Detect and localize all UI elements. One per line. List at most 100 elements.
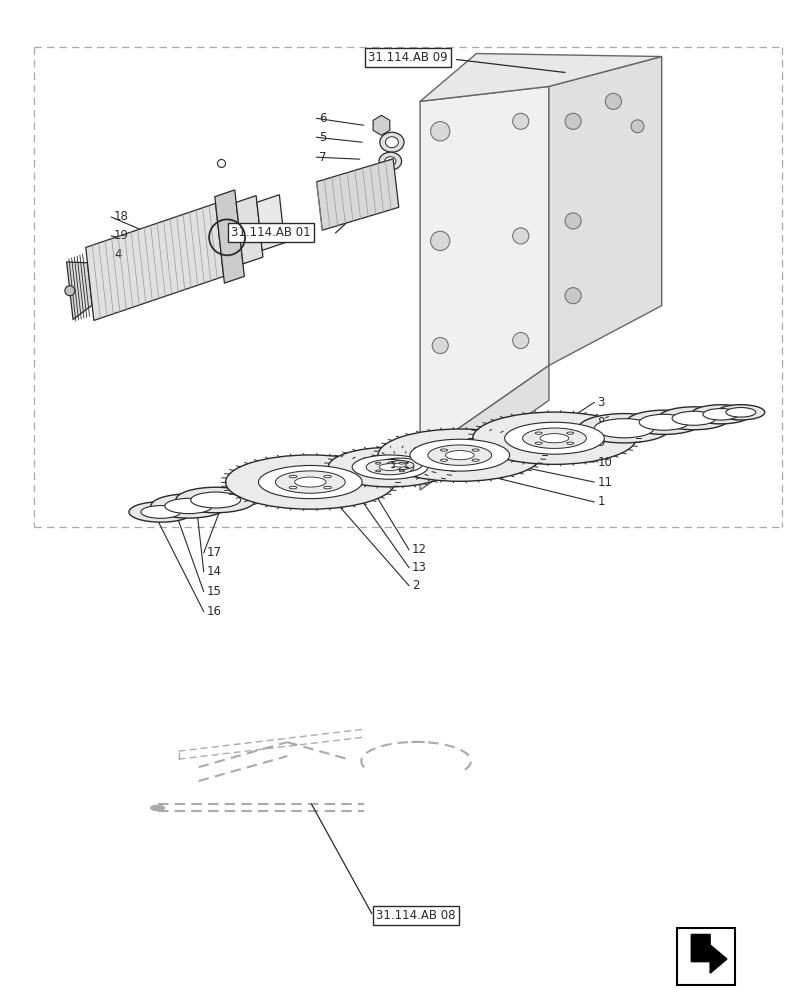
Ellipse shape (535, 432, 542, 434)
Ellipse shape (566, 442, 574, 444)
Text: 14: 14 (207, 565, 221, 578)
Text: 15: 15 (207, 585, 221, 598)
Ellipse shape (523, 428, 587, 448)
Text: 7: 7 (319, 151, 327, 164)
Circle shape (513, 332, 528, 349)
Ellipse shape (639, 414, 689, 430)
Ellipse shape (289, 475, 297, 478)
Ellipse shape (399, 470, 405, 472)
Ellipse shape (385, 157, 396, 166)
Polygon shape (236, 196, 263, 264)
Circle shape (432, 337, 448, 354)
Circle shape (565, 213, 581, 229)
Text: 10: 10 (597, 456, 612, 469)
Ellipse shape (225, 455, 395, 509)
Ellipse shape (378, 458, 422, 472)
Ellipse shape (380, 132, 404, 152)
Ellipse shape (672, 411, 716, 425)
Ellipse shape (386, 461, 414, 470)
Ellipse shape (626, 410, 702, 434)
Ellipse shape (352, 455, 428, 479)
Text: 31.114.AB 08: 31.114.AB 08 (377, 909, 456, 922)
Text: 13: 13 (412, 561, 427, 574)
Ellipse shape (366, 459, 414, 475)
Ellipse shape (535, 442, 542, 444)
Text: 3: 3 (597, 396, 604, 409)
Ellipse shape (595, 419, 654, 438)
Ellipse shape (376, 470, 381, 472)
Text: 11: 11 (597, 476, 612, 489)
Ellipse shape (566, 432, 574, 434)
Ellipse shape (691, 405, 751, 424)
Text: 6: 6 (319, 112, 327, 125)
Polygon shape (66, 262, 92, 320)
Text: 19: 19 (114, 229, 129, 242)
Circle shape (605, 93, 621, 109)
Polygon shape (373, 115, 389, 135)
Ellipse shape (445, 451, 474, 460)
Text: 31.114.AB 09: 31.114.AB 09 (368, 51, 448, 64)
Ellipse shape (324, 486, 331, 489)
Text: 16: 16 (207, 605, 221, 618)
Ellipse shape (165, 498, 213, 514)
Polygon shape (420, 86, 549, 455)
Text: 12: 12 (412, 543, 427, 556)
Ellipse shape (191, 492, 241, 508)
Text: 9: 9 (597, 436, 604, 449)
Polygon shape (257, 195, 284, 250)
Ellipse shape (378, 429, 541, 481)
Ellipse shape (393, 463, 406, 467)
Ellipse shape (440, 449, 448, 451)
Ellipse shape (579, 414, 670, 443)
Ellipse shape (472, 459, 479, 461)
Ellipse shape (150, 805, 165, 811)
Text: 2: 2 (412, 579, 419, 592)
Ellipse shape (289, 486, 297, 489)
Polygon shape (86, 203, 224, 320)
Ellipse shape (276, 471, 345, 493)
Ellipse shape (141, 506, 181, 518)
Circle shape (631, 120, 644, 133)
Bar (677, 928, 734, 985)
Ellipse shape (362, 453, 438, 477)
Ellipse shape (717, 405, 764, 420)
Ellipse shape (473, 412, 636, 464)
Ellipse shape (659, 407, 730, 430)
Polygon shape (317, 159, 399, 230)
Ellipse shape (726, 408, 755, 417)
Circle shape (565, 288, 581, 304)
Ellipse shape (440, 459, 448, 461)
Text: 18: 18 (114, 210, 129, 223)
Ellipse shape (472, 449, 479, 451)
Ellipse shape (428, 445, 492, 465)
Circle shape (431, 122, 450, 141)
Circle shape (513, 113, 528, 129)
Ellipse shape (151, 494, 226, 518)
Circle shape (513, 228, 528, 244)
Ellipse shape (379, 464, 401, 471)
Circle shape (565, 113, 581, 129)
Ellipse shape (295, 477, 326, 487)
Polygon shape (420, 365, 549, 490)
Ellipse shape (399, 462, 405, 464)
Circle shape (65, 286, 75, 296)
Polygon shape (420, 54, 662, 101)
Text: 5: 5 (319, 131, 326, 144)
Text: 1: 1 (597, 495, 604, 508)
Ellipse shape (328, 447, 452, 487)
Ellipse shape (129, 502, 193, 522)
Polygon shape (692, 934, 727, 973)
Polygon shape (215, 190, 244, 283)
Ellipse shape (379, 152, 402, 170)
Ellipse shape (385, 137, 398, 148)
Ellipse shape (703, 409, 739, 420)
Ellipse shape (505, 422, 604, 454)
Ellipse shape (176, 487, 255, 513)
Ellipse shape (540, 434, 569, 443)
Text: 31.114.AB 01: 31.114.AB 01 (231, 226, 311, 239)
Text: 8: 8 (597, 416, 604, 429)
Ellipse shape (259, 465, 362, 499)
Ellipse shape (324, 475, 331, 478)
Text: 4: 4 (114, 248, 122, 261)
Circle shape (431, 231, 450, 251)
